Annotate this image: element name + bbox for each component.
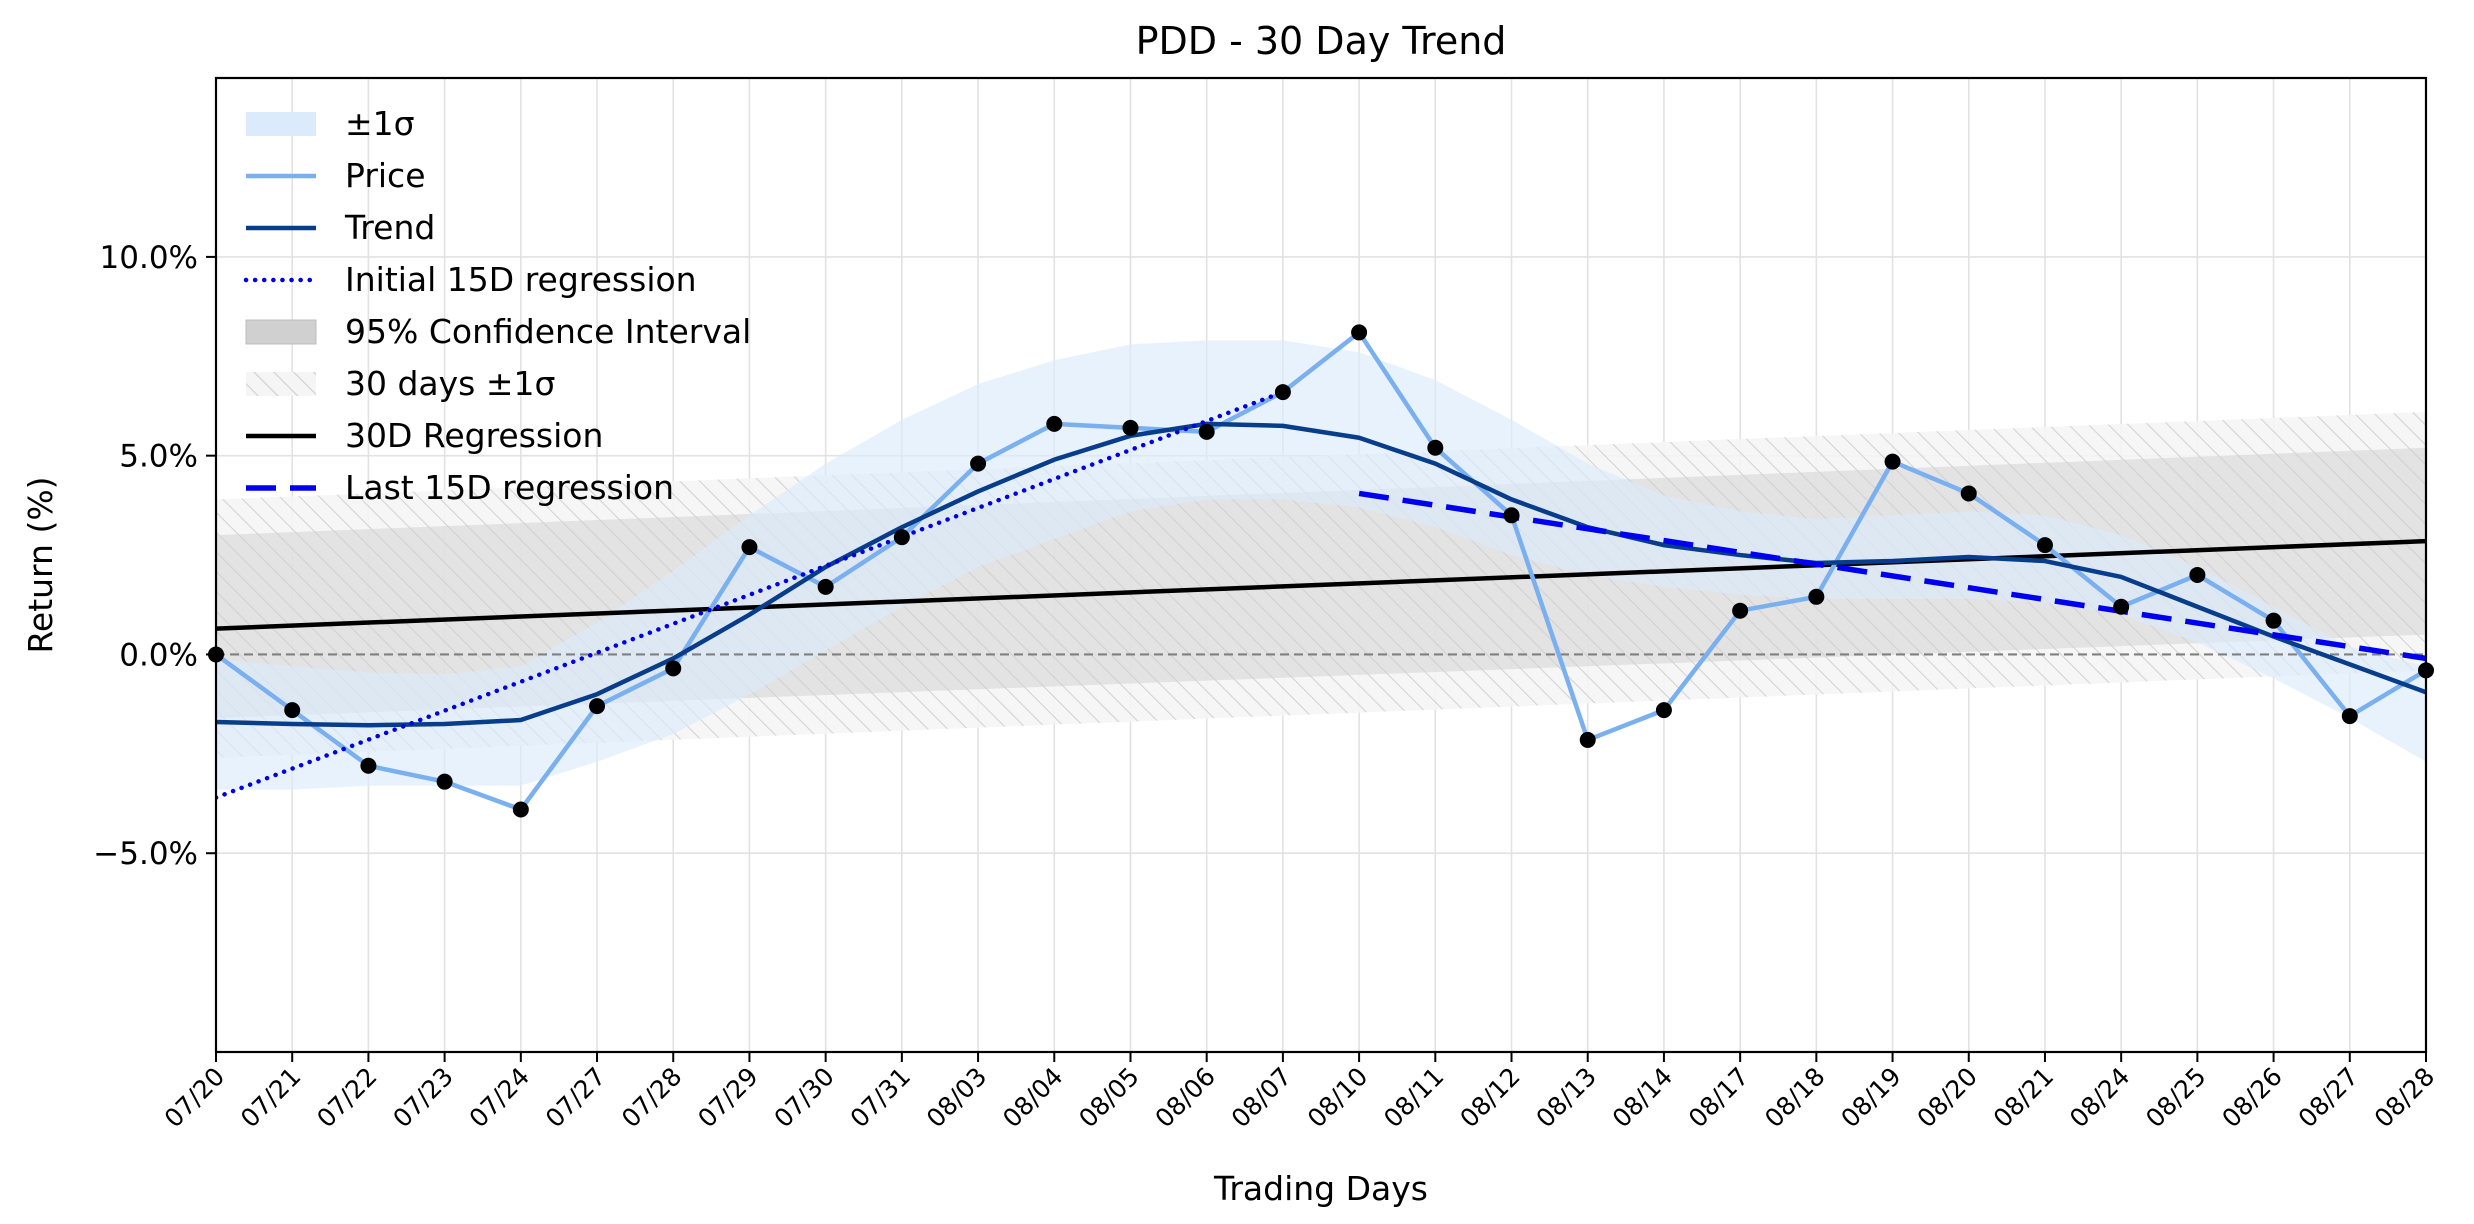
plot-frame xyxy=(214,76,2428,1054)
price-point-07-28 xyxy=(665,660,682,677)
price-point-08-10 xyxy=(1351,324,1368,341)
price-point-08-25 xyxy=(2189,566,2206,583)
x-axis-label: Trading Days xyxy=(1213,1169,1428,1208)
price-point-07-21 xyxy=(284,702,301,719)
price-point-08-13 xyxy=(1579,731,1596,748)
price-point-08-03 xyxy=(970,455,987,472)
y-tick-label-10: 10.0% xyxy=(100,240,198,276)
legend-label-price: Price xyxy=(345,156,426,195)
price-point-08-24 xyxy=(2113,598,2130,615)
legend-swatch-30day-sigma xyxy=(246,372,316,396)
last-15d-regression-line xyxy=(1358,490,2426,662)
legend: ±1σ Price Trend Initial 15D regression 95% C… xyxy=(243,104,751,507)
legend-label-sigma: ±1σ xyxy=(345,104,415,143)
y-axis-label: Return (%) xyxy=(21,476,60,653)
price-point-08-27 xyxy=(2341,708,2358,725)
legend-label-confidence-interval: 95% Confidence Interval xyxy=(345,312,751,351)
chart-title: PDD - 30 Day Trend xyxy=(1136,19,1507,63)
trend-line xyxy=(216,421,2426,728)
y-tick-label--5: −5.0% xyxy=(93,836,198,872)
price-point-07-29 xyxy=(741,539,758,556)
legend-label-30day-sigma: 30 days ±1σ xyxy=(345,364,555,403)
price-point-08-18 xyxy=(1808,588,1825,605)
price-point-08-17 xyxy=(1732,602,1749,619)
price-line xyxy=(216,330,2426,812)
price-point-07-30 xyxy=(817,578,834,595)
initial-15d-regression-line xyxy=(216,389,1286,800)
legend-label-initial-15d-regression: Initial 15D regression xyxy=(345,260,697,299)
price-point-08-07 xyxy=(1274,384,1291,401)
legend-label-last-15d-regression: Last 15D regression xyxy=(345,468,674,507)
price-point-07-22 xyxy=(360,757,377,774)
price-point-07-23 xyxy=(436,773,453,790)
legend-label-trend: Trend xyxy=(344,208,435,247)
legend-swatch-confidence-interval xyxy=(245,319,317,345)
price-point-08-04 xyxy=(1046,415,1063,432)
band-sigma xyxy=(216,340,2426,790)
y-axis: −5.0% 0.0% 5.0% 10.0% xyxy=(93,240,216,872)
legend-label-30d-regression: 30D Regression xyxy=(345,416,603,455)
price-point-08-05 xyxy=(1122,419,1139,436)
y-tick-label-0: 0.0% xyxy=(119,637,198,673)
legend-swatch-sigma xyxy=(246,112,316,136)
price-point-07-31 xyxy=(893,529,910,546)
price-point-08-19 xyxy=(1884,453,1901,470)
series-lines xyxy=(216,330,2426,812)
price-point-07-27 xyxy=(589,698,606,715)
price-points xyxy=(208,324,2434,818)
price-point-08-11 xyxy=(1427,439,1444,456)
price-point-08-12 xyxy=(1503,507,1520,524)
price-point-07-24 xyxy=(512,801,529,818)
y-tick-label-5: 5.0% xyxy=(119,439,198,475)
price-point-08-06 xyxy=(1198,423,1215,440)
price-point-08-26 xyxy=(2265,612,2282,629)
price-point-08-14 xyxy=(1655,702,1672,719)
price-point-08-21 xyxy=(2036,537,2053,554)
price-point-08-20 xyxy=(1960,485,1977,502)
